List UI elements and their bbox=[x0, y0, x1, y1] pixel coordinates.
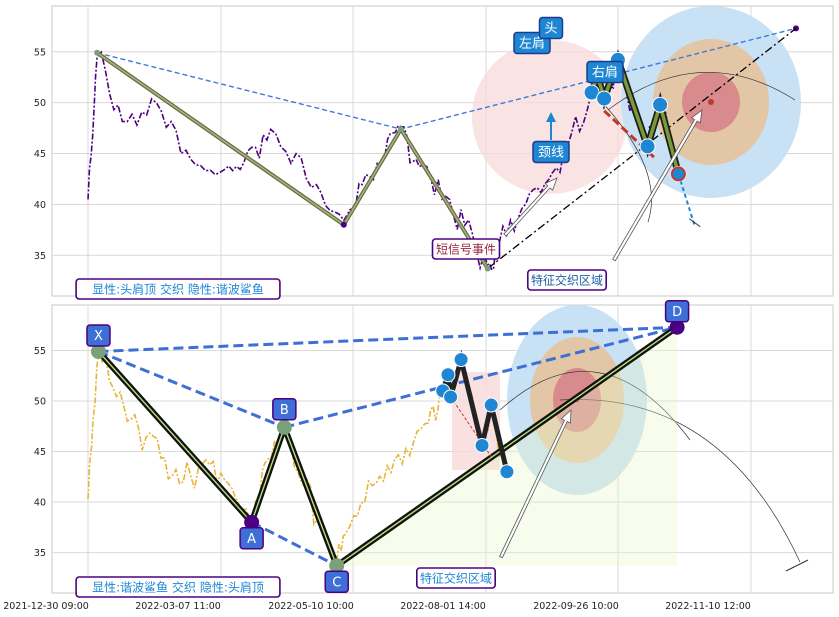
x-tick-label: 2021-12-30 09:00 bbox=[3, 601, 89, 612]
zone-center-dot bbox=[708, 99, 714, 105]
zone-label-box bbox=[415, 567, 496, 589]
neckline-arrowhead bbox=[546, 112, 556, 122]
hs-point bbox=[443, 389, 459, 405]
short-signal-arrow bbox=[503, 177, 558, 237]
short-signal-label: 短信号事件 bbox=[436, 242, 496, 256]
point-b-marker bbox=[276, 419, 292, 435]
pattern-point bbox=[397, 126, 404, 133]
short-signal-label-box bbox=[431, 238, 501, 260]
hs-point bbox=[639, 138, 656, 155]
ac-dashed bbox=[250, 520, 338, 568]
point-b-label-box bbox=[272, 398, 297, 421]
zone-arrow bbox=[612, 109, 703, 262]
projection-tick bbox=[785, 559, 809, 572]
pattern-line bbox=[96, 52, 489, 269]
pattern-point bbox=[484, 265, 491, 272]
point-d-label-box bbox=[664, 299, 690, 323]
point-a-label-box bbox=[239, 527, 264, 550]
xd-dashed bbox=[98, 325, 678, 353]
bd-dashed bbox=[283, 325, 678, 429]
point-b-label: B bbox=[280, 403, 289, 418]
head-label: 头 bbox=[544, 22, 557, 37]
xb-dashed bbox=[97, 350, 285, 429]
point-d-label: D bbox=[672, 305, 682, 320]
point-c-label-box bbox=[324, 570, 349, 593]
hs-point bbox=[440, 367, 456, 383]
x-tick-label: 2022-05-10 10:00 bbox=[268, 601, 354, 612]
y-tick-label: 35 bbox=[34, 548, 46, 559]
hs-point bbox=[499, 464, 515, 480]
hs-projection bbox=[677, 173, 696, 226]
pattern-point bbox=[340, 221, 347, 228]
y-tick-label: 50 bbox=[34, 397, 46, 408]
zone-label: 特征交织区域 bbox=[531, 272, 603, 287]
legend-label-bottom-box bbox=[75, 576, 281, 598]
y-tick-label: 55 bbox=[34, 47, 46, 58]
hs-point bbox=[596, 90, 613, 107]
zone-arrow bbox=[499, 409, 572, 559]
y-tick-label: 35 bbox=[34, 251, 46, 262]
point-a-marker bbox=[244, 514, 260, 530]
hs-point bbox=[474, 437, 490, 453]
legend-label-bottom: 显性:谐波鲨鱼 交织 隐性:头肩顶 bbox=[92, 579, 264, 594]
point-d-marker bbox=[669, 319, 685, 335]
point-x-marker bbox=[90, 343, 106, 359]
x-tick-label: 2022-09-26 10:00 bbox=[533, 601, 619, 612]
head-label-box bbox=[538, 16, 564, 40]
neckline-label: 颈线 bbox=[538, 146, 564, 161]
zone-label-box bbox=[526, 269, 607, 291]
x-tick-label: 2022-08-01 14:00 bbox=[400, 601, 486, 612]
y-tick-label: 40 bbox=[34, 200, 46, 211]
projection-arc bbox=[499, 371, 691, 441]
y-tick-label: 50 bbox=[34, 98, 46, 109]
hs-point bbox=[453, 352, 469, 368]
projection-tick bbox=[689, 218, 701, 228]
projection-arc-2 bbox=[599, 99, 652, 223]
y-tick-label: 55 bbox=[34, 346, 46, 357]
point-a-label: A bbox=[247, 532, 256, 547]
x-tick-label: 2022-03-07 11:00 bbox=[135, 601, 221, 612]
neckline-label-box bbox=[532, 140, 570, 164]
point-c-marker bbox=[329, 558, 345, 574]
right-shoulder-label-box bbox=[586, 60, 624, 84]
y-tick-label: 40 bbox=[34, 498, 46, 509]
point-x-label: X bbox=[94, 329, 103, 344]
right-shoulder-label: 右肩 bbox=[592, 65, 618, 81]
hs-last-point bbox=[670, 166, 686, 182]
x-tick-label: 2022-11-10 12:00 bbox=[665, 601, 751, 612]
y-tick-label: 45 bbox=[34, 149, 46, 160]
zone-label: 特征交织区域 bbox=[420, 570, 492, 585]
projection-arc-2 bbox=[559, 399, 801, 563]
hs-point bbox=[652, 96, 669, 113]
point-c-label: C bbox=[332, 575, 341, 590]
y-tick-label: 45 bbox=[34, 447, 46, 458]
legend-label-top: 显性:头肩顶 交织 隐性:谐波鲨鱼 bbox=[92, 281, 264, 296]
legend-label-top-box bbox=[75, 278, 281, 300]
pattern-point bbox=[94, 49, 101, 56]
hs-point bbox=[483, 397, 499, 413]
left-shoulder-label: 左肩 bbox=[519, 36, 545, 52]
point-x-label-box bbox=[86, 324, 111, 347]
